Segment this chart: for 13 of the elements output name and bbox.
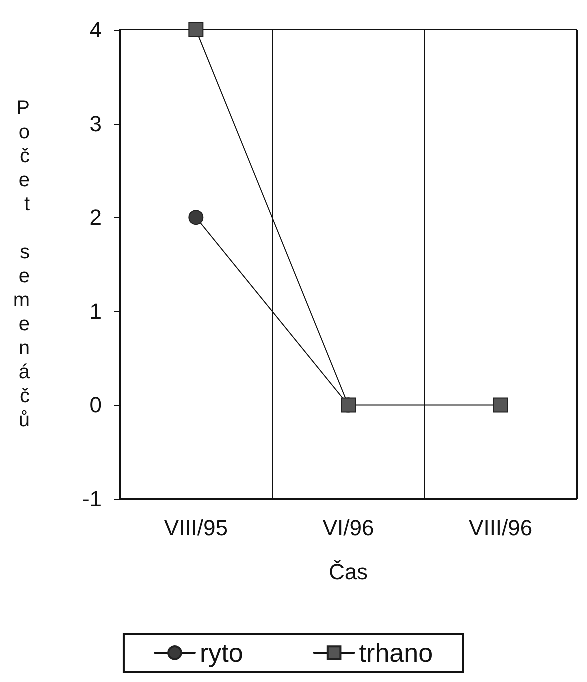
x-tick-label: VIII/95 [164, 516, 228, 540]
y-tick-label: 0 [90, 392, 102, 418]
y-tick-label: -1 [82, 486, 102, 512]
x-tick-label: VI/96 [322, 516, 374, 540]
y-tick-label: 2 [90, 205, 102, 230]
y-tick-label: 1 [90, 298, 102, 324]
legend-label: ryto [200, 638, 244, 668]
y-tick-label: 3 [90, 111, 102, 136]
y-tick-label: 4 [90, 18, 102, 42]
x-axis-title: Čas [328, 560, 368, 584]
legend-label: trhano [359, 638, 434, 668]
x-tick-label: VIII/96 [469, 516, 533, 540]
text: Počet semenáčů [13, 98, 30, 432]
